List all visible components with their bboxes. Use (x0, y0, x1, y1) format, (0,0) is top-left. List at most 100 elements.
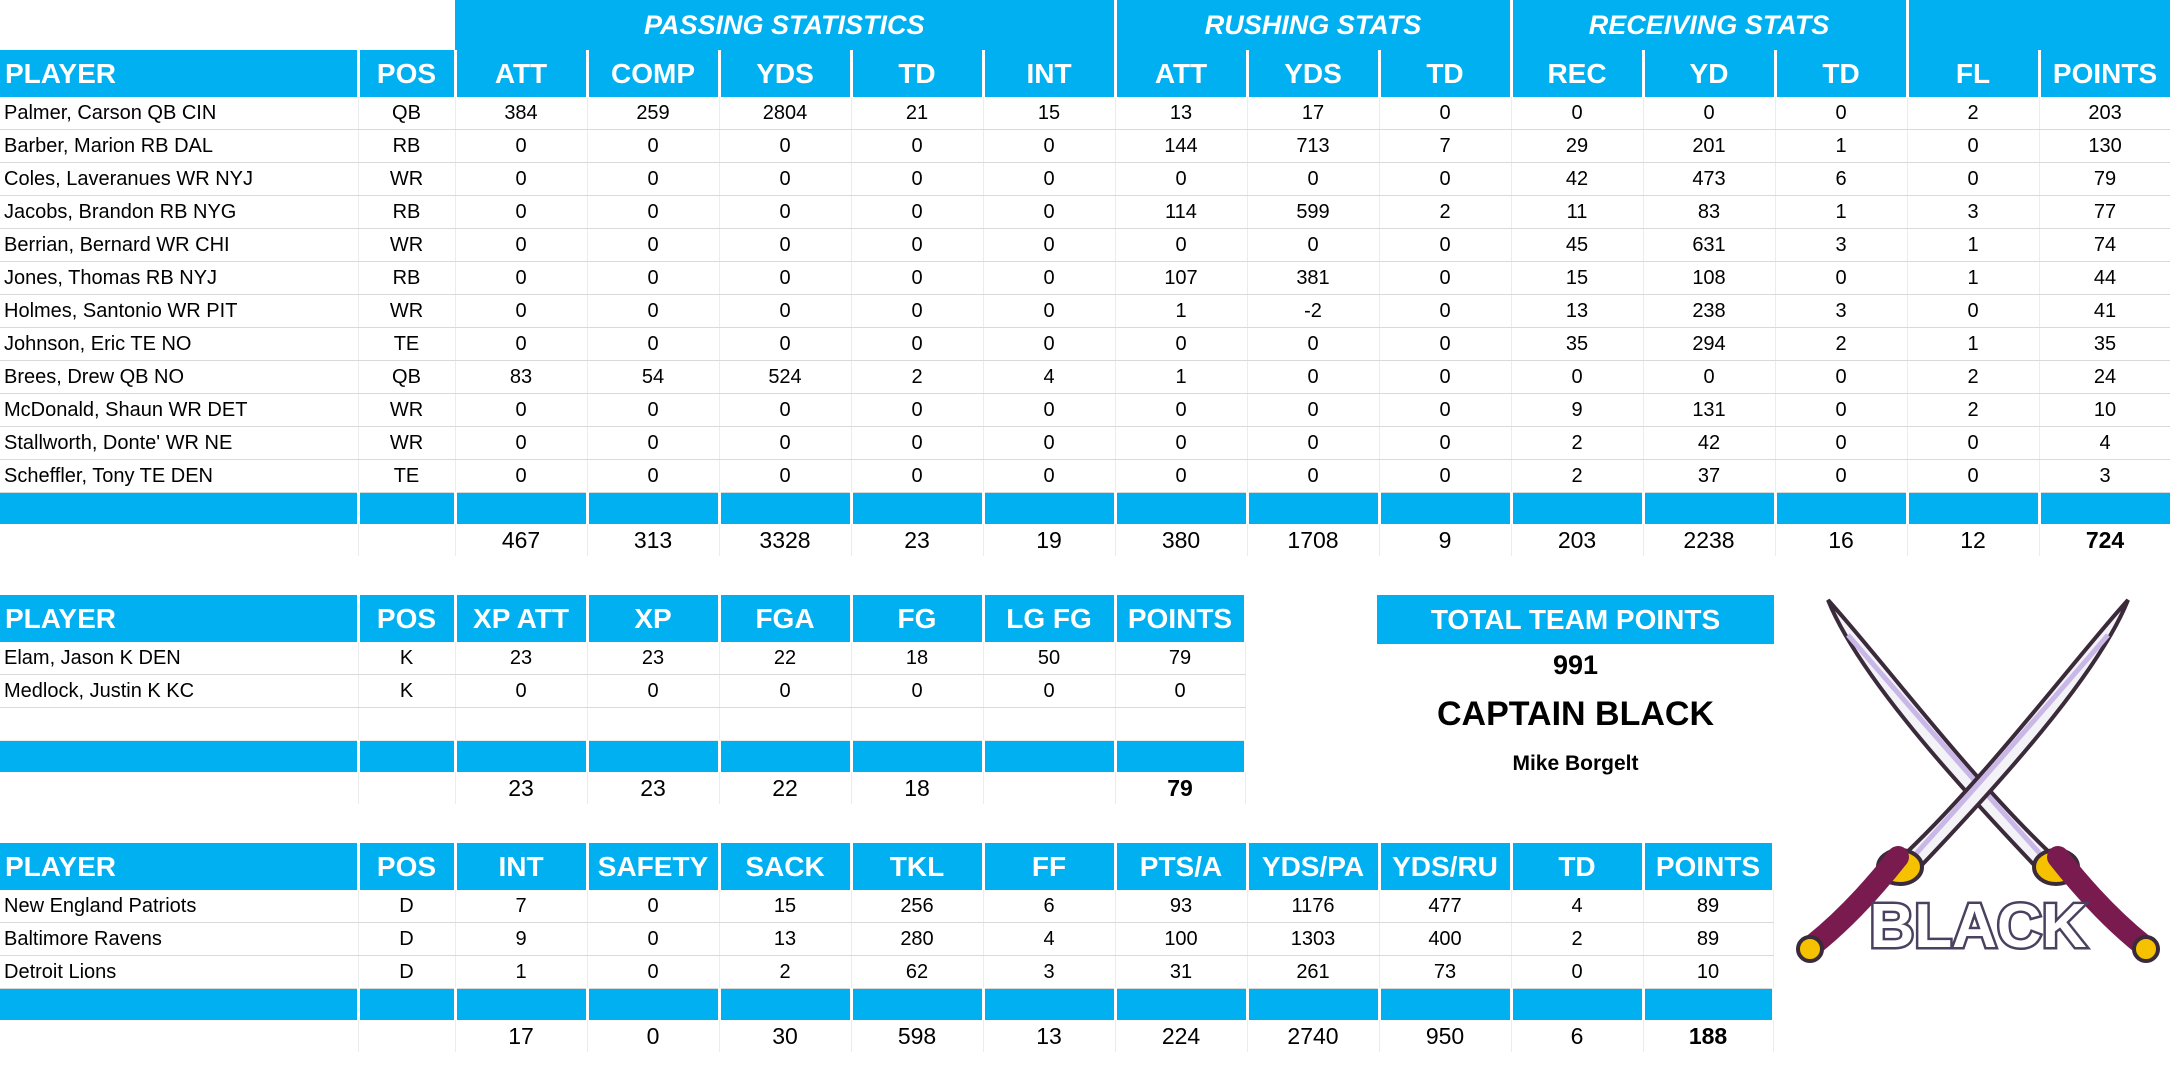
stat-cell: 2 (851, 360, 984, 394)
stat-cell: 0 (1907, 459, 2040, 493)
stat-cell: 0 (587, 393, 720, 427)
total-cell: 23 (455, 772, 588, 804)
total-cell: 23 (851, 524, 984, 556)
stat-cell: 13 (1511, 294, 1644, 328)
stat-cell: 0 (1775, 393, 1908, 427)
stat-cell: 0 (851, 426, 984, 460)
stat-cell: 0 (719, 228, 852, 262)
stat-cell: 131 (1643, 393, 1776, 427)
separator-cell (983, 740, 1117, 772)
separator-cell (851, 988, 985, 1020)
stat-cell: 0 (1775, 426, 1908, 460)
stat-cell: 0 (719, 327, 852, 361)
stat-cell: K (358, 674, 456, 708)
separator-cell (719, 988, 853, 1020)
stat-cell: 0 (719, 261, 852, 295)
stat-cell: 0 (587, 162, 720, 196)
column-header: ATT (455, 50, 589, 97)
total-cell: 724 (2039, 524, 2170, 556)
stat-cell: 0 (455, 327, 588, 361)
total-cell: 79 (1115, 772, 1246, 804)
stat-cell: 0 (719, 674, 852, 708)
column-header: SACK (719, 843, 853, 890)
stat-cell: 89 (1643, 922, 1774, 956)
stat-cell: 0 (1511, 97, 1644, 130)
column-header: POINTS (2039, 50, 2170, 97)
separator-cell (1379, 492, 1513, 524)
stat-cell: WR (358, 162, 456, 196)
stat-cell: 294 (1643, 327, 1776, 361)
separator-cell (358, 740, 457, 772)
stat-cell: 1303 (1247, 922, 1380, 956)
total-cell (0, 772, 359, 804)
separator-cell (455, 988, 589, 1020)
table-row: Brees, Drew QB NO QB 83 54 524 2 4 1 0 0 0 0 0 2 24 (0, 360, 2170, 394)
stat-cell: 0 (455, 674, 588, 708)
player-name-cell: Baltimore Ravens (0, 922, 359, 956)
stat-cell: 0 (851, 162, 984, 196)
group-spacer (0, 0, 455, 50)
rushing-group-header: RUSHING STATS (1115, 0, 1513, 50)
stat-cell: 0 (719, 393, 852, 427)
stat-cell: 0 (719, 195, 852, 229)
stat-cell: 10 (2039, 393, 2170, 427)
stat-cell: 114 (1115, 195, 1248, 229)
stat-cell: 4 (2039, 426, 2170, 460)
stat-cell: 3 (2039, 459, 2170, 493)
stat-cell: 35 (2039, 327, 2170, 361)
stat-cell: 13 (1115, 97, 1248, 130)
separator-cell (719, 492, 853, 524)
separator-cell (1115, 988, 1249, 1020)
stat-cell: 0 (983, 162, 1116, 196)
separator-cell (587, 740, 721, 772)
total-cell (0, 1020, 359, 1052)
column-header: PLAYER (0, 595, 360, 642)
player-name-cell: Medlock, Justin K KC (0, 674, 359, 708)
total-cell: 1708 (1247, 524, 1380, 556)
stat-cell: 3 (1775, 228, 1908, 262)
table-row: Barber, Marion RB DAL RB 0 0 0 0 0 144 713 7 29 201… (0, 129, 2170, 163)
stat-cell: 130 (2039, 129, 2170, 163)
column-header: POINTS (1643, 843, 1775, 890)
stat-cell: 0 (1115, 228, 1248, 262)
column-header: SAFETY (587, 843, 721, 890)
column-header: PTS/A (1115, 843, 1249, 890)
stat-cell: 0 (455, 162, 588, 196)
player-name-cell: Elam, Jason K DEN (0, 642, 359, 675)
stat-cell: 0 (455, 228, 588, 262)
column-header: YDS/RU (1379, 843, 1513, 890)
table-row: Detroit Lions D 1 0 2 62 3 31 261 73 0 10 (0, 955, 1774, 989)
stat-cell: 0 (1115, 426, 1248, 460)
stat-cell: 144 (1115, 129, 1248, 163)
defense-rows: New England Patriots D 7 0 15 256 6 93 1176 477 4 8… (0, 890, 1774, 989)
stat-cell: RB (358, 129, 456, 163)
defense-separator-bar (0, 988, 1775, 1020)
stat-cell: 1 (1907, 261, 2040, 295)
player-name-cell: Stallworth, Donte' WR NE (0, 426, 359, 460)
separator-cell (719, 740, 853, 772)
kicker-totals-row: 23 23 22 18 79 (0, 772, 1246, 804)
offense-column-header-row: PLAYER POS ATT COMP YDS TD INT ATT YDS TD REC YD TD F… (0, 50, 2170, 97)
stat-cell: 17 (1247, 97, 1380, 130)
stat-cell: 0 (983, 261, 1116, 295)
stat-cell: 384 (455, 97, 588, 130)
separator-cell (983, 988, 1117, 1020)
stat-cell: 0 (1907, 129, 2040, 163)
separator-cell (0, 740, 360, 772)
stat-cell: 42 (1643, 426, 1776, 460)
total-cell: 19 (983, 524, 1116, 556)
stat-cell: 0 (587, 195, 720, 229)
stat-cell: 54 (587, 360, 720, 394)
total-cell: 380 (1115, 524, 1248, 556)
stat-cell: 0 (1379, 294, 1512, 328)
stat-cell: 45 (1511, 228, 1644, 262)
table-row: Stallworth, Donte' WR NE WR 0 0 0 0 0 0 0 0 2 42 0 0 4 (0, 426, 2170, 460)
stat-cell: 0 (1115, 459, 1248, 493)
stat-cell: 0 (587, 327, 720, 361)
stat-cell: 0 (1379, 97, 1512, 130)
separator-cell (1643, 988, 1775, 1020)
stat-cell: 18 (851, 642, 984, 675)
stat-cell: RB (358, 195, 456, 229)
separator-cell (1907, 492, 2041, 524)
separator-cell (1511, 988, 1645, 1020)
